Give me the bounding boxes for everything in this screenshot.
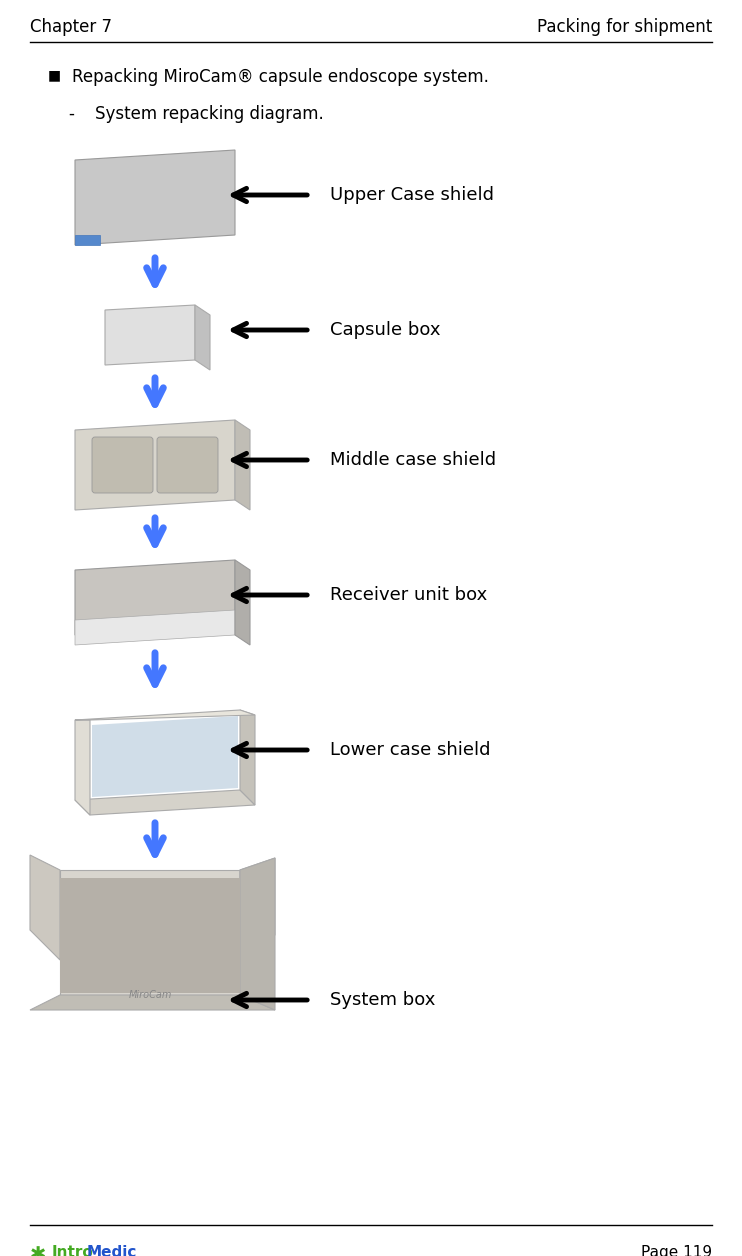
Text: Packing for shipment: Packing for shipment (536, 18, 712, 36)
Polygon shape (75, 790, 255, 815)
Text: Receiver unit box: Receiver unit box (330, 587, 487, 604)
Polygon shape (60, 878, 240, 993)
Text: ■: ■ (48, 68, 61, 82)
Text: Upper Case shield: Upper Case shield (330, 186, 494, 203)
Text: Repacking MiroCam® capsule endoscope system.: Repacking MiroCam® capsule endoscope sys… (72, 68, 489, 85)
Text: MiroCam: MiroCam (128, 990, 171, 1000)
Polygon shape (235, 420, 250, 510)
Text: Intro: Intro (52, 1245, 93, 1256)
Text: Page 119: Page 119 (641, 1245, 712, 1256)
Polygon shape (75, 560, 235, 636)
Text: System repacking diagram.: System repacking diagram. (95, 106, 324, 123)
Text: System box: System box (330, 991, 436, 1009)
Text: Chapter 7: Chapter 7 (30, 18, 112, 36)
Polygon shape (105, 305, 195, 365)
FancyBboxPatch shape (157, 437, 218, 494)
Polygon shape (75, 720, 90, 815)
Polygon shape (75, 710, 255, 720)
Polygon shape (75, 420, 235, 510)
Polygon shape (240, 858, 275, 960)
Text: ✱: ✱ (30, 1245, 46, 1256)
FancyBboxPatch shape (92, 437, 153, 494)
Polygon shape (75, 235, 100, 245)
Polygon shape (240, 710, 255, 805)
Polygon shape (30, 855, 60, 960)
Polygon shape (92, 716, 238, 798)
Polygon shape (75, 610, 235, 646)
Text: Capsule box: Capsule box (330, 322, 441, 339)
Text: -: - (68, 106, 74, 123)
Text: Lower case shield: Lower case shield (330, 741, 490, 759)
Polygon shape (60, 870, 240, 995)
Text: Medic: Medic (87, 1245, 137, 1256)
Text: Middle case shield: Middle case shield (330, 451, 496, 468)
Polygon shape (30, 995, 275, 1010)
Polygon shape (195, 305, 210, 371)
Polygon shape (240, 858, 275, 1010)
Polygon shape (75, 149, 235, 245)
Polygon shape (235, 560, 250, 646)
